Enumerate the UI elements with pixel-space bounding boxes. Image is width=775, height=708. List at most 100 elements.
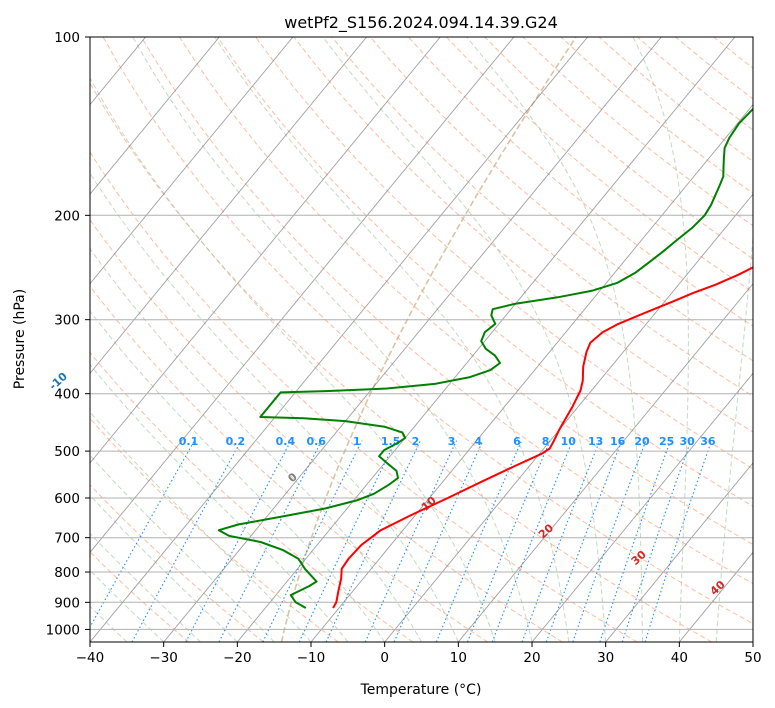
y-tick-label: 200 <box>54 208 80 224</box>
x-tick-label: 30 <box>597 650 614 666</box>
moist-adiabat <box>90 364 349 642</box>
temperature-profile <box>332 266 753 609</box>
mixing-ratio-label: 1 <box>353 435 361 448</box>
mixing-ratio-label: 6 <box>513 435 521 448</box>
isotherm <box>310 103 753 642</box>
isotherm <box>163 37 662 642</box>
moist-adiabat <box>90 77 496 642</box>
isotherm <box>236 37 736 642</box>
isotherm <box>457 282 753 642</box>
isotherm <box>90 37 294 285</box>
reference-curve <box>280 37 577 642</box>
data-series <box>217 107 753 609</box>
y-tick-label: 500 <box>54 444 80 460</box>
mixing-ratio-label: 2 <box>412 435 420 448</box>
isotherm <box>90 37 367 375</box>
y-tick-label: 900 <box>54 595 80 611</box>
isotherm <box>531 372 753 642</box>
mixing-ratio-line <box>435 440 523 642</box>
x-tick-label: −20 <box>223 650 252 666</box>
dry-adiabat <box>90 285 488 642</box>
mixing-ratio-label: 10 <box>561 435 577 448</box>
dry-adiabat <box>217 37 753 507</box>
moist-adiabat <box>632 37 689 642</box>
mixing-ratio-label: 0.4 <box>276 435 296 448</box>
dry-adiabat <box>90 551 190 642</box>
grid-lines <box>90 37 753 642</box>
mixing-ratio-label: 25 <box>659 435 674 448</box>
isotherm <box>90 37 220 195</box>
plot-frame <box>89 36 754 643</box>
isotherm <box>384 193 753 642</box>
mixing-ratio-label: 16 <box>610 435 626 448</box>
dry-adiabat <box>140 37 753 585</box>
moist-adiabat <box>90 494 238 642</box>
isotherm <box>605 462 753 642</box>
mixing-ratio-line <box>644 440 713 642</box>
isotherm <box>90 37 588 642</box>
mixing-ratio-label: 0.2 <box>226 435 246 448</box>
dry-adiabat <box>408 37 753 327</box>
moist-adiabat <box>466 37 643 642</box>
y-tick-label: 300 <box>54 313 80 329</box>
isotherm <box>90 37 441 464</box>
moist-adiabat <box>90 532 201 642</box>
moist-adiabat <box>90 247 422 642</box>
mixing-ratio-line <box>572 440 647 642</box>
mixing-ratio-line <box>131 440 242 642</box>
mixing-ratio-label: 8 <box>542 435 550 448</box>
moist-adiabat <box>214 37 570 642</box>
y-tick-label: 800 <box>54 565 80 581</box>
mixing-ratio-label: 3 <box>448 435 456 448</box>
background-lines <box>90 37 753 642</box>
dry-adiabat <box>90 151 638 642</box>
moist-adiabat <box>132 37 533 642</box>
dry-adiabat <box>90 218 563 642</box>
mixing-ratio-line <box>393 440 484 642</box>
mixing-ratio-label: 4 <box>474 435 482 448</box>
mixing-ratio-label: 20 <box>634 435 650 448</box>
mixing-ratio-line <box>364 440 457 642</box>
moist-adiabat <box>90 310 386 642</box>
moist-adiabat <box>90 454 275 642</box>
chart-title: wetPf2_S156.2024.094.14.39.G24 <box>284 13 558 33</box>
y-tick-label: 400 <box>54 387 80 403</box>
dry-adiabat <box>90 82 712 642</box>
moist-adiabat <box>715 230 753 642</box>
y-tick-label: 700 <box>54 531 80 547</box>
x-tick-label: −10 <box>297 650 326 666</box>
dry-adiabat <box>90 484 264 642</box>
x-tick-label: 20 <box>523 650 540 666</box>
dry-adiabat <box>293 37 753 433</box>
y-axis-label: Pressure (hPa) <box>12 289 28 389</box>
axis-ticks: −40 −30 −20 −10 0 10 20 30 40 5010020030040050060… <box>46 30 762 666</box>
y-tick-label: 600 <box>54 491 80 507</box>
mixing-ratio-label: 0.1 <box>179 435 199 448</box>
mixing-ratio-label: 36 <box>700 435 716 448</box>
x-tick-label: 40 <box>671 650 688 666</box>
dry-adiabat <box>446 37 753 293</box>
mixing-ratio-label: 30 <box>680 435 696 448</box>
y-tick-label: 100 <box>54 30 80 46</box>
mixing-ratio-label: 13 <box>588 435 603 448</box>
x-tick-label: 0 <box>380 650 389 666</box>
dry-adiabat <box>102 37 753 625</box>
isotherm <box>90 37 515 554</box>
moist-adiabat <box>322 37 607 642</box>
x-axis-label: Temperature (°C) <box>360 682 482 698</box>
mixing-ratio-label: 0.6 <box>306 435 326 448</box>
dewpoint-profile <box>217 107 753 609</box>
x-tick-label: 50 <box>744 650 761 666</box>
x-tick-label: 10 <box>450 650 467 666</box>
mixing-ratio-line <box>545 440 623 642</box>
x-tick-label: −40 <box>76 650 105 666</box>
dry-adiabat <box>90 417 339 642</box>
moist-adiabat <box>90 172 459 642</box>
mixing-ratio-line <box>262 440 363 642</box>
x-tick-label: −30 <box>149 650 178 666</box>
y-tick-label: 1000 <box>46 622 80 638</box>
moist-adiabat <box>90 569 165 642</box>
mixing-ratio-line <box>90 440 195 629</box>
